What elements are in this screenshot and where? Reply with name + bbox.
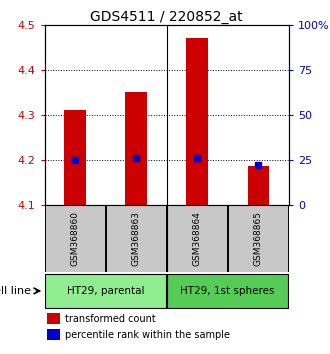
Bar: [228, 205, 288, 272]
Text: GSM368865: GSM368865: [254, 211, 263, 266]
Bar: [167, 274, 288, 308]
Text: HT29, 1st spheres: HT29, 1st spheres: [181, 286, 275, 296]
Bar: [186, 38, 208, 205]
Bar: [45, 274, 166, 308]
Text: transformed count: transformed count: [65, 314, 156, 324]
Bar: [47, 313, 60, 324]
Bar: [64, 110, 86, 205]
Bar: [45, 205, 105, 272]
Text: GSM368860: GSM368860: [71, 211, 80, 266]
Bar: [248, 166, 269, 205]
Text: GSM368864: GSM368864: [193, 211, 202, 266]
Text: HT29, parental: HT29, parental: [67, 286, 144, 296]
Text: cell line: cell line: [0, 286, 31, 296]
Text: percentile rank within the sample: percentile rank within the sample: [65, 330, 230, 340]
Bar: [47, 329, 60, 340]
Text: GSM368863: GSM368863: [132, 211, 141, 266]
Title: GDS4511 / 220852_at: GDS4511 / 220852_at: [90, 10, 243, 24]
Bar: [125, 92, 147, 205]
Bar: [106, 205, 166, 272]
Bar: [167, 205, 227, 272]
